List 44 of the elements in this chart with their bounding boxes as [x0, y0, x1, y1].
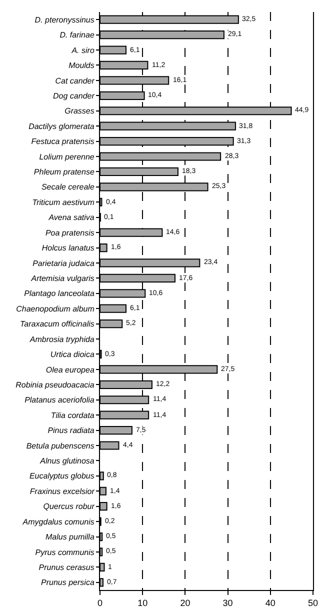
y-tick-label: Artemisia vulgaris [30, 274, 94, 283]
x-tick-label: 50 [308, 598, 318, 608]
y-tick-label: Chaenopodium album [16, 304, 95, 314]
y-tick-label: Platanus aceriofolia [24, 396, 95, 405]
y-tick-label: Phleum pratense [34, 168, 95, 177]
y-tick-label: Holcus lanatus [42, 244, 94, 253]
y-tick-label: Alnus glutinosa [39, 456, 95, 466]
y-tick-label: Dog cander [53, 91, 95, 100]
y-tick-label: Tilia cordata [50, 410, 95, 420]
x-tick-label: 30 [222, 598, 233, 608]
y-tick-label: Lolium perenne [39, 152, 95, 162]
y-tick-label: Prunus cerasus [38, 562, 94, 572]
y-tick-label: Cat cander [55, 76, 95, 86]
y-tick-label: Pinus radiata [48, 426, 95, 436]
y-tick-label: Malus pumilla [45, 532, 95, 542]
y-tick-label: D. farinae [60, 30, 95, 40]
y-tick-label: Pyrus communis [35, 548, 94, 557]
x-tick-label: 20 [180, 598, 190, 608]
y-tick-label: Taraxacum officinalis [20, 320, 94, 329]
y-tick-label: Dactilys glomerata [28, 122, 95, 131]
y-tick-label: Prunus persica [41, 578, 95, 588]
y-tick-label: Olea europea [46, 365, 95, 374]
x-tick-label: 40 [265, 598, 276, 608]
y-tick-label: Plantago lanceolata [24, 289, 95, 298]
y-tick-label: Grasses [64, 106, 94, 116]
y-tick-label: Festuca pratensis [31, 137, 94, 146]
y-tick-label: Parietaria judaica [32, 258, 95, 268]
x-tick-label: 0 [97, 598, 103, 608]
y-tick-label: Quercus robur [43, 502, 95, 512]
x-tick-label: 10 [138, 598, 148, 608]
y-tick-label: Robinia pseudoacacia [16, 380, 95, 390]
y-tick-label: Urtica dioica [50, 350, 95, 360]
y-tick-label: Eucalyptus globus [29, 472, 94, 481]
y-tick-label: D. pteronyssinus [34, 15, 94, 24]
y-tick-label: Betula pubenscens [26, 441, 94, 450]
y-tick-label: Amygdalus comunis [22, 517, 94, 526]
y-tick-label: Fraxinus excelsior [30, 486, 95, 496]
y-tick-label: Triticum aestivum [32, 198, 95, 207]
y-tick-label: Poa pratensis [45, 228, 94, 238]
y-tick-label: Ambrosia tryphida [28, 334, 95, 344]
y-tick-label: A. siro [70, 46, 95, 55]
y-tick-label: Moulds [68, 61, 94, 70]
y-tick-label: Secale cereale [41, 182, 95, 192]
y-tick-label: Avena sativa [48, 213, 95, 222]
